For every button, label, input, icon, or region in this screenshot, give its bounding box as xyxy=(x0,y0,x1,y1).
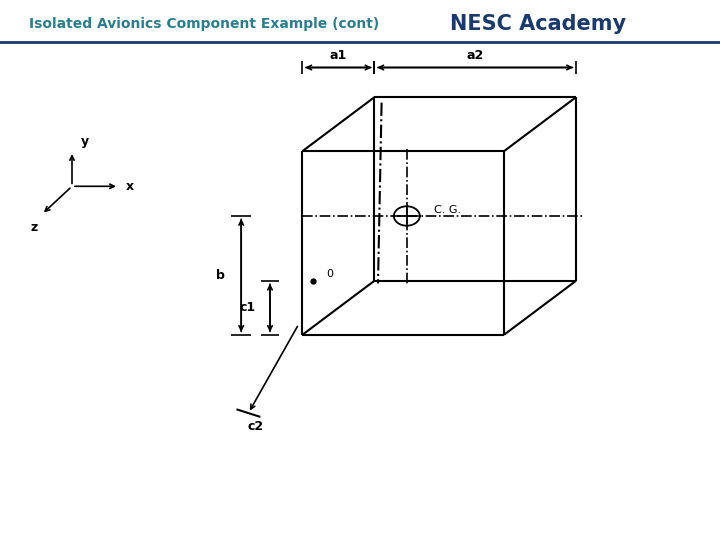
Text: C. G.: C. G. xyxy=(434,205,462,214)
Text: y: y xyxy=(81,136,89,148)
Text: b: b xyxy=(217,269,225,282)
Text: 0: 0 xyxy=(326,269,333,279)
Text: Isolated Avionics Component Example (cont): Isolated Avionics Component Example (con… xyxy=(29,17,379,31)
Text: c1: c1 xyxy=(240,301,256,314)
Text: a2: a2 xyxy=(467,49,484,62)
Text: c2: c2 xyxy=(248,420,264,433)
Text: z: z xyxy=(31,221,38,234)
Text: NESC Academy: NESC Academy xyxy=(450,14,626,35)
Text: x: x xyxy=(126,180,134,193)
Text: a1: a1 xyxy=(330,49,347,62)
